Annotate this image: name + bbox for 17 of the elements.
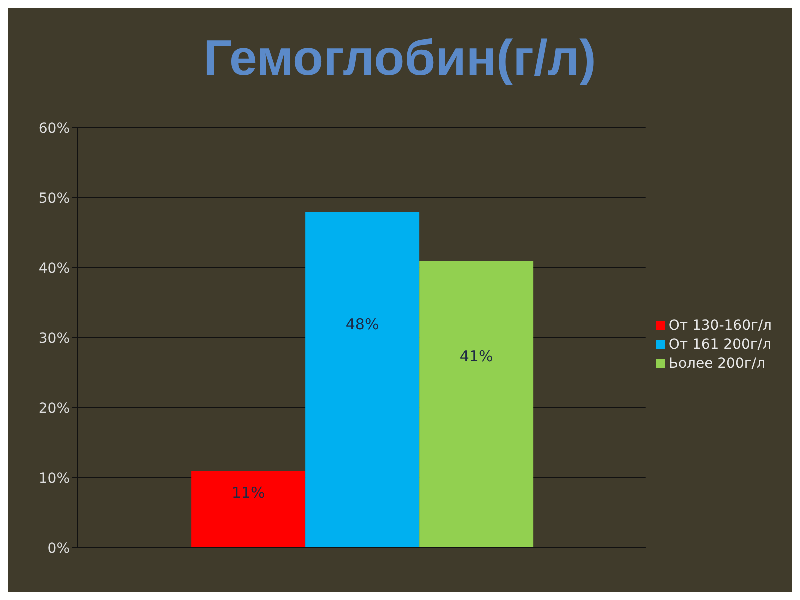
bar [420, 261, 534, 548]
y-tick-label: 60% [38, 120, 70, 137]
y-tick-label: 10% [38, 470, 70, 487]
y-tick-label: 20% [38, 400, 70, 417]
data-label: 41% [460, 347, 494, 366]
legend-label: Ьолее 200г/л [668, 356, 766, 372]
y-tick-label: 30% [38, 330, 70, 347]
bar [306, 212, 420, 548]
data-label: 48% [346, 316, 380, 334]
bar [192, 471, 306, 548]
chart-title: Гемоглобин(г/л) [202, 29, 598, 88]
legend-label: От 130-160г/л [668, 318, 772, 334]
y-tick-label: 50% [38, 190, 70, 207]
data-label: 11% [232, 484, 266, 502]
legend-label: От 161 200г/л [668, 336, 772, 352]
y-tick-label: 40% [38, 260, 70, 277]
y-tick-label: 0% [48, 540, 70, 557]
